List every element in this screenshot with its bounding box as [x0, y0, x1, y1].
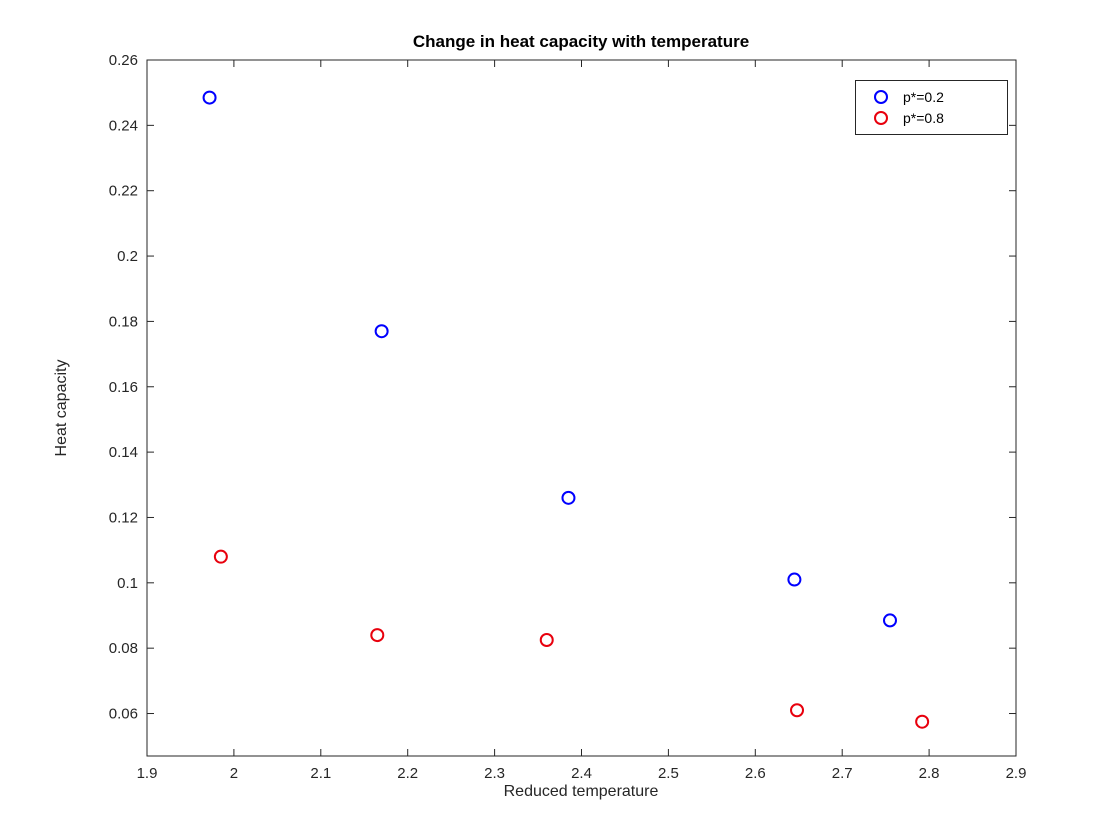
x-tick-label: 1.9	[137, 765, 158, 782]
scatter-point-series-1	[790, 703, 805, 718]
y-tick-label: 0.24	[109, 117, 138, 134]
x-tick-label: 2.8	[919, 765, 940, 782]
x-tick-label: 2.4	[571, 765, 592, 782]
x-tick-label: 2.9	[1006, 765, 1027, 782]
scatter-point-series-1	[213, 549, 228, 564]
scatter-point-series-0	[202, 90, 217, 105]
plot-area: 1.9 2 2.1 2.2 2.3 2.4 2.5 2.6 2.7 2.8 2.9 0.06 0.08 0…	[109, 52, 1027, 782]
y-tick-label: 0.2	[117, 248, 138, 265]
scatter-point-series-1	[539, 633, 554, 647]
legend-label-0: p*=0.2	[903, 89, 944, 105]
x-tick-label: 2.7	[832, 765, 853, 782]
y-tick-label: 0.14	[109, 444, 138, 461]
axes-box	[146, 59, 1017, 757]
x-axis-label: Reduced temperature	[504, 783, 659, 800]
y-tick-label: 0.06	[109, 706, 138, 723]
y-axis-label: Heat capacity	[53, 360, 70, 457]
x-tick-label: 2.2	[397, 765, 418, 782]
legend-marker-1	[874, 111, 888, 125]
x-tick-label: 2.6	[745, 765, 766, 782]
x-tick-label: 2.1	[310, 765, 331, 782]
y-tick-label: 0.12	[109, 509, 138, 526]
scatter-point-series-0	[561, 490, 576, 505]
x-tick-label: 2.5	[658, 765, 679, 782]
y-tick-label: 0.1	[117, 575, 138, 592]
y-tick-label: 0.08	[109, 640, 138, 657]
y-tick-label: 0.26	[109, 52, 138, 69]
scatter-point-series-1	[370, 628, 385, 643]
legend-box	[855, 80, 1008, 135]
y-tick-label: 0.18	[109, 313, 138, 330]
scatter-point-series-0	[882, 613, 897, 628]
y-tick-label: 0.16	[109, 379, 138, 396]
chart-title: Change in heat capacity with temperature	[413, 32, 749, 51]
x-tick-label: 2.3	[484, 765, 505, 782]
scatter-point-series-0	[374, 324, 389, 339]
scatter-point-series-0	[787, 572, 802, 587]
x-tick-label: 2	[230, 765, 238, 782]
legend-label-1: p*=0.8	[903, 110, 944, 126]
scatter-point-series-1	[915, 714, 930, 729]
legend: p*=0.2 p*=0.8	[855, 80, 1008, 135]
legend-marker-0	[874, 90, 888, 104]
y-tick-label: 0.22	[109, 183, 138, 200]
